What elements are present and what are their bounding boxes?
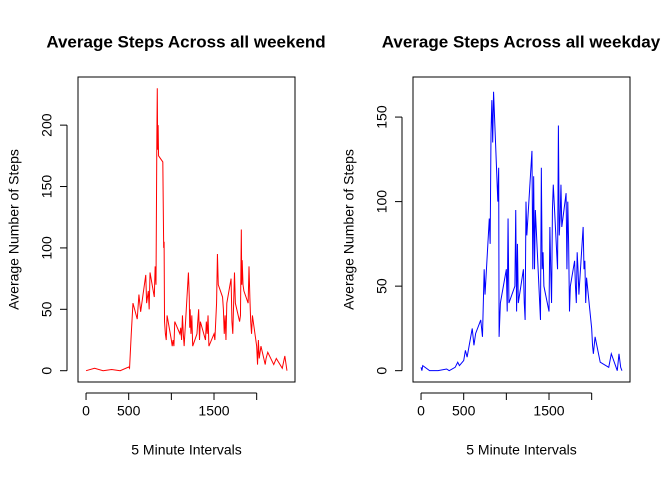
x-tick-label: 0: [417, 403, 425, 419]
data-line: [85, 88, 288, 372]
x-axis-label: 5 Minute Intervals: [466, 442, 577, 458]
y-tick-label: 150: [374, 105, 390, 129]
y-tick-label: 50: [374, 278, 390, 294]
y-tick-label: 100: [39, 236, 55, 260]
x-tick-label: 1500: [533, 403, 564, 419]
y-tick-label: 200: [39, 113, 55, 137]
chart-title: Average Steps Across all weekday: [382, 32, 661, 51]
x-tick-label: 500: [452, 403, 476, 419]
y-tick-label: 50: [39, 301, 55, 317]
x-tick-label: 1500: [198, 403, 229, 419]
x-tick-label: 0: [82, 403, 90, 419]
data-line: [420, 91, 623, 372]
y-tick-label: 100: [374, 190, 390, 214]
x-tick-label: 500: [117, 403, 141, 419]
plot-box: [412, 76, 631, 383]
y-tick-label: 150: [39, 175, 55, 199]
y-axis-label: Average Number of Steps: [341, 149, 357, 310]
y-tick-label: 0: [374, 367, 390, 375]
x-axis-label: 5 Minute Intervals: [131, 442, 242, 458]
y-axis-label: Average Number of Steps: [6, 149, 22, 310]
y-tick-label: 0: [39, 367, 55, 375]
chart-title: Average Steps Across all weekend: [46, 32, 325, 51]
plot-box: [77, 76, 296, 383]
